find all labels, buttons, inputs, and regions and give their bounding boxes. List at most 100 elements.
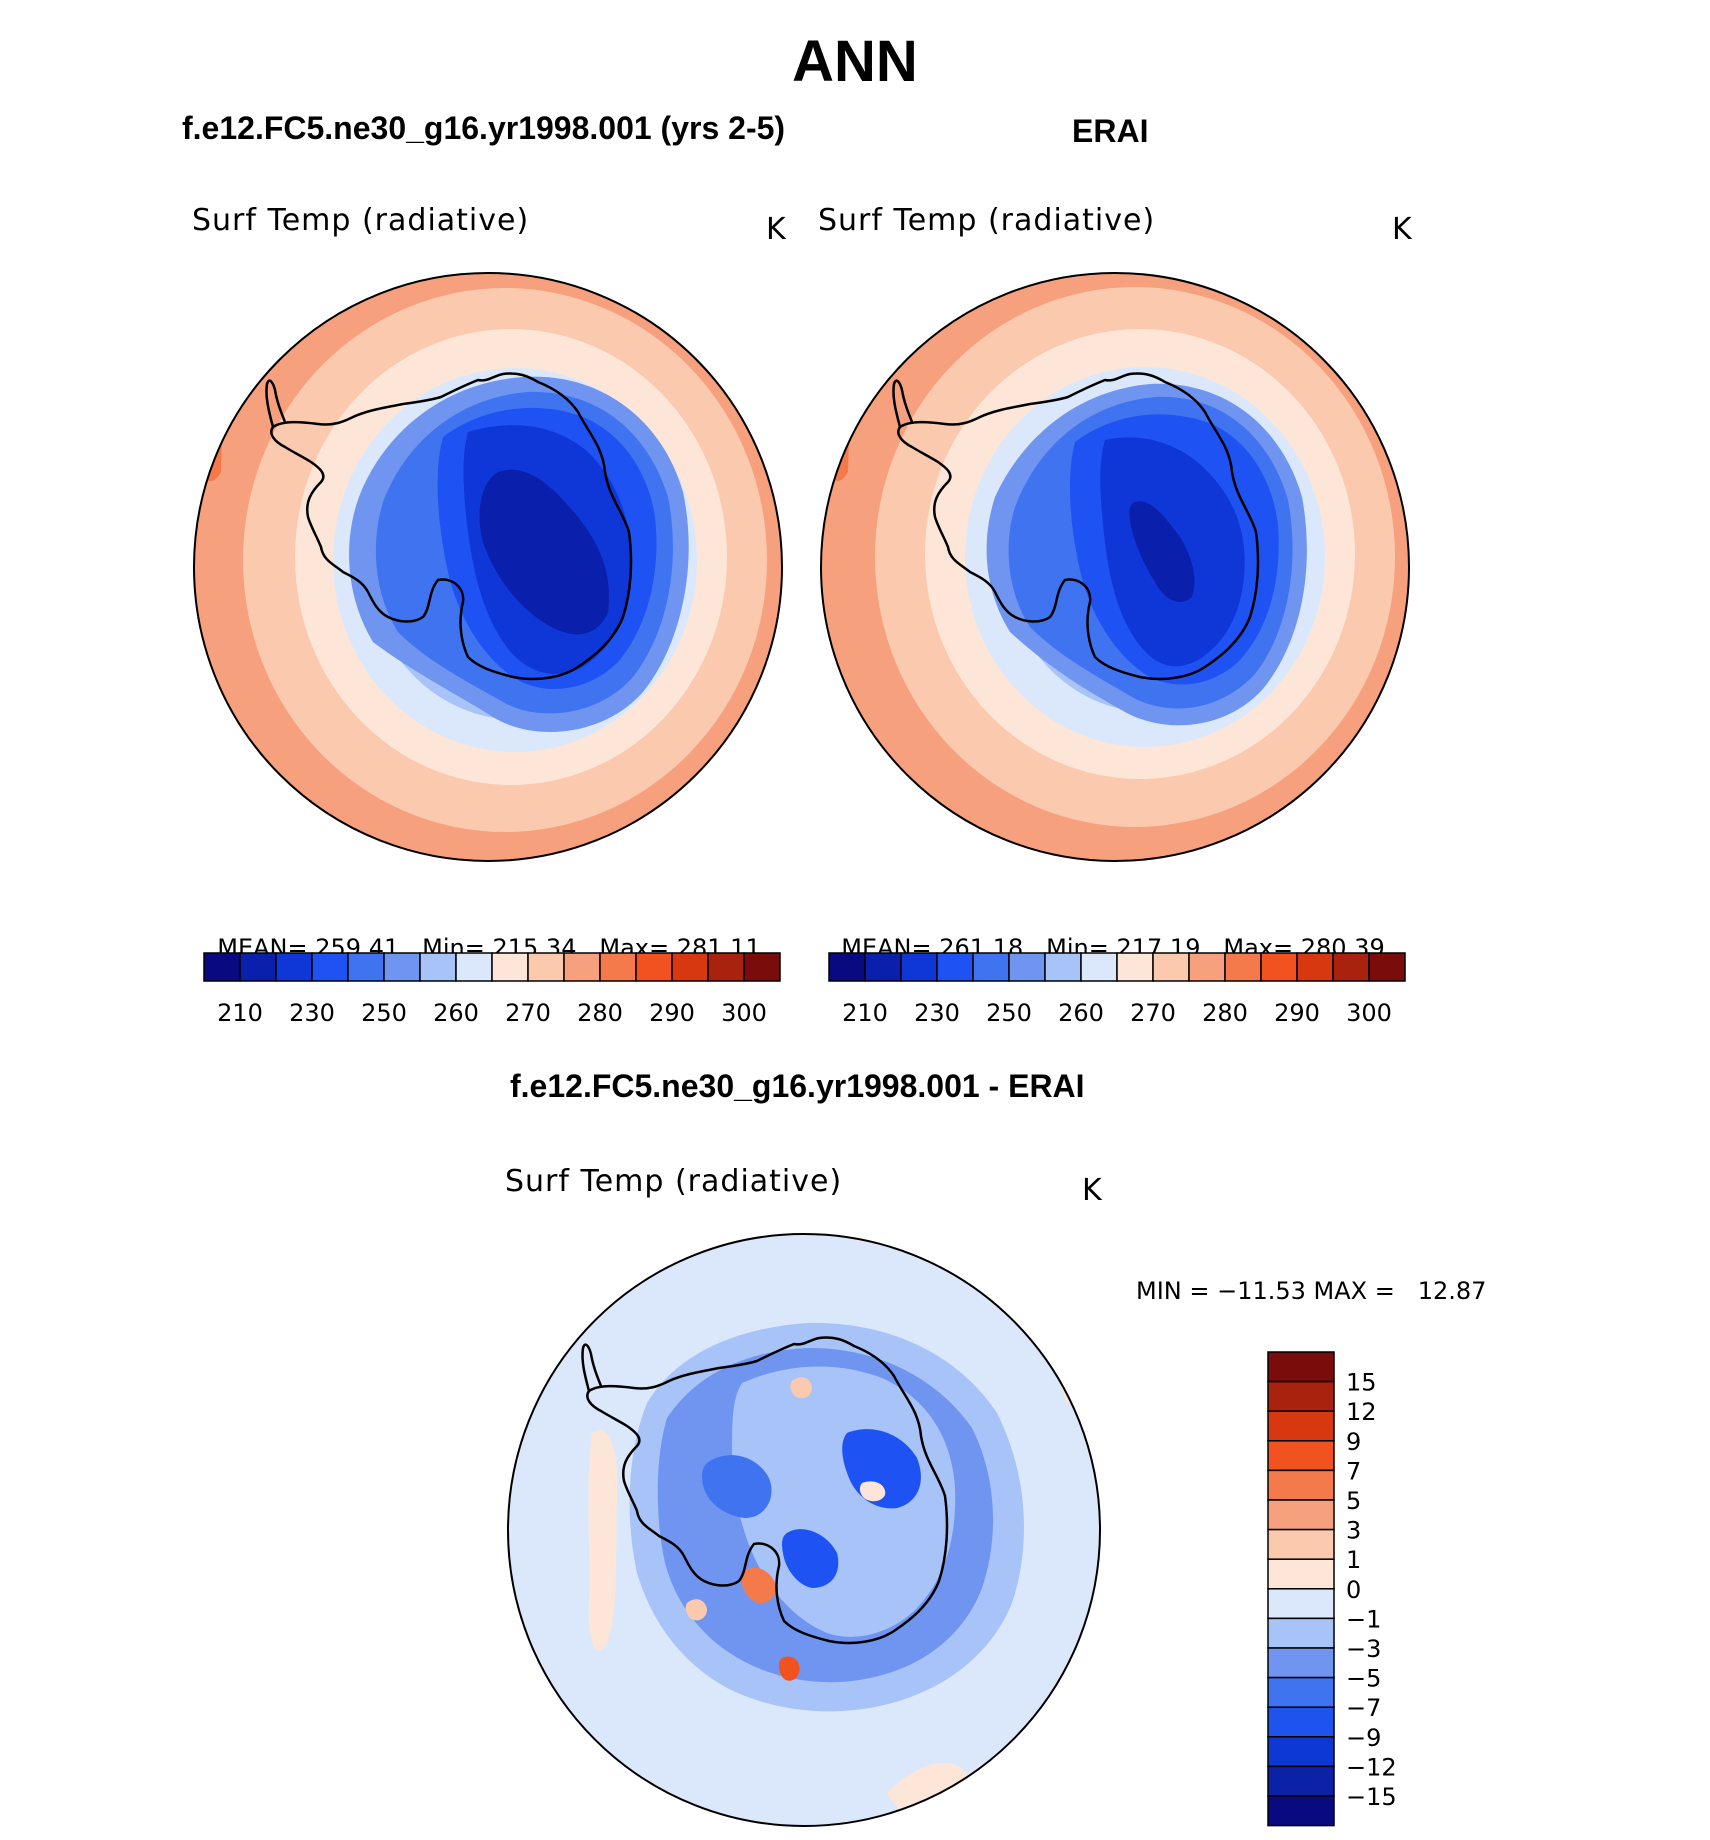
- diff-colorbar-swatch: [1267, 1676, 1335, 1708]
- model-field-band-210: [479, 469, 609, 635]
- diff-field-ice-interior: [732, 1366, 956, 1637]
- model-colorbar-swatch: [671, 952, 709, 982]
- model-antarctic-coastline: [270, 372, 633, 681]
- model-colorbar-swatch: [743, 952, 781, 982]
- model-colorbar-label: 290: [649, 999, 695, 1027]
- obs-case-title: ERAI: [1072, 113, 1149, 149]
- diff-units-label: K: [1082, 1173, 1102, 1208]
- obs-polar-map: [820, 272, 1410, 862]
- diff-field-blob-center: [782, 1529, 839, 1588]
- diff-case-title: f.e12.FC5.ne30_g16.yr1998.001 - ERAI: [510, 1068, 1085, 1104]
- diff-colorbar-swatch: [1267, 1706, 1335, 1738]
- diff-colorbar-swatch: [1267, 1588, 1335, 1620]
- obs-colorbar-swatch: [828, 952, 866, 982]
- obs-colorbar-swatch: [1116, 952, 1154, 982]
- model-units-label: K: [766, 212, 786, 247]
- model-colorbar-swatch: [311, 952, 349, 982]
- diff-colorbar-swatch: [1267, 1351, 1335, 1383]
- obs-colorbar-swatch: [1152, 952, 1190, 982]
- obs-units-label: K: [1392, 212, 1412, 247]
- diff-colorbar-swatch: [1267, 1469, 1335, 1501]
- obs-colorbar-label: 300: [1346, 999, 1392, 1027]
- obs-colorbar-label: 260: [1058, 999, 1104, 1027]
- obs-colorbar-swatch: [972, 952, 1010, 982]
- diff-field-warm-spot-2: [685, 1599, 707, 1621]
- obs-colorbar-swatch: [1332, 952, 1370, 982]
- diff-colorbar-swatch: [1267, 1736, 1335, 1768]
- diff-field-warm-spot-1: [741, 1567, 776, 1604]
- model-colorbar-swatch: [239, 952, 277, 982]
- model-colorbar-swatch: [491, 952, 529, 982]
- diff-colorbar-swatch: [1267, 1795, 1335, 1827]
- diff-colorbar-label: 3: [1346, 1517, 1361, 1545]
- diff-field-positive-west: [588, 1430, 618, 1651]
- diff-colorbar-swatch: [1267, 1380, 1335, 1412]
- obs-colorbar-label: 250: [986, 999, 1032, 1027]
- obs-map-border: [820, 272, 1410, 862]
- diff-colorbar-label: −5: [1346, 1665, 1381, 1693]
- obs-colorbar-swatch: [900, 952, 938, 982]
- model-colorbar-swatch: [635, 952, 673, 982]
- model-colorbar: 210 230 250 260 270 280 290 300: [203, 952, 781, 1027]
- diff-colorbar-label: −15: [1346, 1783, 1397, 1811]
- diff-colorbar-label: 5: [1346, 1487, 1361, 1515]
- model-colorbar-label: 250: [361, 999, 407, 1027]
- diff-colorbar-swatch: [1267, 1765, 1335, 1797]
- obs-colorbar-swatch: [1044, 952, 1082, 982]
- model-case-title: f.e12.FC5.ne30_g16.yr1998.001 (yrs 2-5): [182, 110, 786, 146]
- diff-colorbar-label: 7: [1346, 1457, 1361, 1485]
- diff-field-blob-nw: [702, 1455, 772, 1518]
- diff-colorbar-swatch: [1267, 1558, 1335, 1590]
- diff-antarctic-coastline: [586, 1336, 949, 1645]
- obs-colorbar-label: 290: [1274, 999, 1320, 1027]
- obs-colorbar-swatch: [864, 952, 902, 982]
- model-peninsula-coast: [265, 379, 287, 428]
- obs-colorbar-swatch: [936, 952, 974, 982]
- diff-colorbar-swatch: [1267, 1410, 1335, 1442]
- model-colorbar-label: 280: [577, 999, 623, 1027]
- obs-colorbar-label: 230: [914, 999, 960, 1027]
- diff-colorbar-label: −7: [1346, 1694, 1381, 1722]
- model-map-border: [193, 272, 783, 862]
- diff-colorbar-label: 12: [1346, 1398, 1377, 1426]
- diff-colorbar-swatch: [1267, 1440, 1335, 1472]
- model-colorbar-label: 210: [217, 999, 263, 1027]
- obs-colorbar-swatch: [1368, 952, 1406, 982]
- obs-colorbar-swatch: [1260, 952, 1298, 982]
- obs-peninsula-coast: [892, 379, 914, 428]
- model-colorbar-swatch: [563, 952, 601, 982]
- diff-colorbar-label: −12: [1346, 1753, 1397, 1781]
- model-variable-label: Surf Temp (radiative): [192, 203, 530, 238]
- diff-colorbar-label: 9: [1346, 1428, 1361, 1456]
- diff-colorbar-label: −1: [1346, 1605, 1381, 1633]
- diff-colorbar-label: −9: [1346, 1724, 1381, 1752]
- model-colorbar-swatch: [527, 952, 565, 982]
- obs-colorbar-label: 280: [1202, 999, 1248, 1027]
- model-colorbar-swatch: [203, 952, 241, 982]
- obs-field-band-210: [1129, 501, 1195, 602]
- diff-colorbar-label: 1: [1346, 1546, 1361, 1574]
- obs-colorbar-swatch: [1224, 952, 1262, 982]
- obs-colorbar-swatch: [1008, 952, 1046, 982]
- model-colorbar-label: 300: [721, 999, 767, 1027]
- model-colorbar-swatch: [275, 952, 313, 982]
- model-colorbar-swatch: [419, 952, 457, 982]
- obs-colorbar-swatch: [1080, 952, 1118, 982]
- model-colorbar-swatch: [707, 952, 745, 982]
- model-colorbar-label: 270: [505, 999, 551, 1027]
- diff-field-warm-spot-4: [790, 1377, 812, 1399]
- diff-peninsula-coast: [581, 1343, 603, 1392]
- model-colorbar-swatch: [347, 952, 385, 982]
- diff-polar-map: [507, 1233, 1101, 1827]
- diff-colorbar-label: 0: [1346, 1576, 1361, 1604]
- model-colorbar-swatch: [455, 952, 493, 982]
- diff-colorbar-swatch: [1267, 1499, 1335, 1531]
- obs-colorbar-swatch: [1188, 952, 1226, 982]
- diff-colorbar-label: 15: [1346, 1369, 1377, 1397]
- diff-field-warm-spot-3: [778, 1656, 800, 1681]
- obs-colorbar-swatch: [1296, 952, 1334, 982]
- diff-map-border: [507, 1233, 1101, 1827]
- season-title: ANN: [792, 29, 918, 94]
- model-polar-map: [193, 272, 783, 862]
- model-colorbar-swatch: [383, 952, 421, 982]
